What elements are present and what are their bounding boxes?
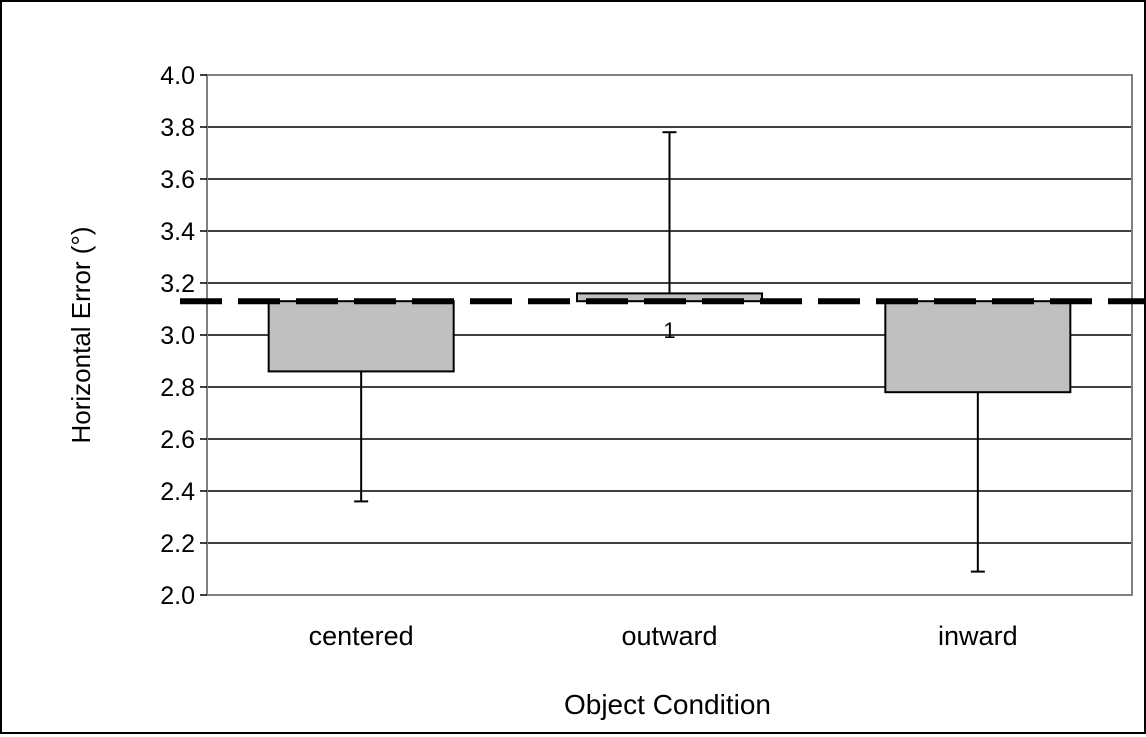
y-tick-label: 3.6 (160, 166, 195, 194)
y-tick-label: 3.2 (160, 270, 195, 298)
error-bars (354, 131, 985, 573)
error-bar-inward (970, 392, 985, 573)
bars (267, 292, 1072, 394)
x-tick-label: centered (309, 621, 414, 651)
error-bar-centered (354, 371, 369, 503)
y-tick-label: 2.2 (160, 530, 195, 558)
y-tick-label: 2.6 (160, 426, 195, 454)
x-tick-label: outward (621, 621, 717, 651)
error-bar-outward (662, 131, 677, 294)
y-tick-label: 2.4 (160, 478, 195, 506)
y-axis-title: Horizontal Error (°) (66, 227, 96, 444)
y-tick-label: 4.0 (160, 62, 195, 90)
x-tick-label: inward (938, 621, 1018, 651)
x-axis-tick-labels: centered outward inward (309, 621, 1018, 651)
x-axis-title: Object Condition (564, 689, 771, 720)
y-tick-label: 2.0 (160, 582, 195, 610)
y-tick-label: 3.8 (160, 114, 195, 142)
y-tick-label: 2.8 (160, 374, 195, 402)
y-tick-label: 3.4 (160, 218, 195, 246)
y-axis-tick-labels: 2.0 2.2 2.4 2.6 2.8 3.0 3.2 3.4 3.6 3.8 4.0 (160, 62, 207, 610)
y-tick-label: 3.0 (160, 322, 195, 350)
annotation-label: 1 (663, 318, 675, 343)
bar-centered (267, 300, 455, 373)
bar-inward (884, 300, 1072, 394)
